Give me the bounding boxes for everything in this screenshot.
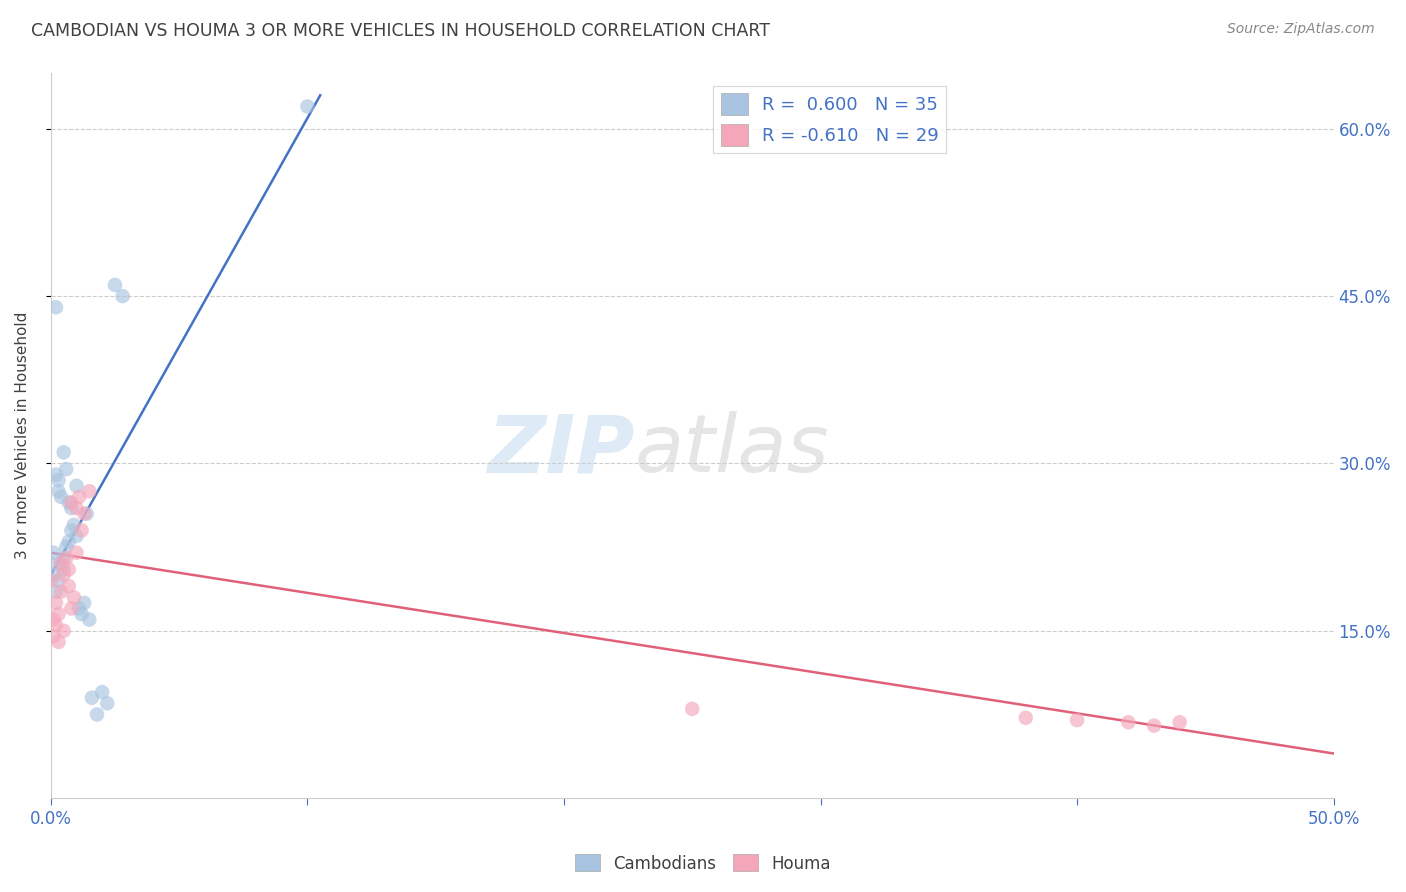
Point xyxy=(79,484,101,499)
Point xyxy=(52,568,75,582)
Point xyxy=(70,524,93,538)
Point xyxy=(1143,718,1166,732)
Point xyxy=(79,613,101,627)
Point xyxy=(1168,715,1191,730)
Point xyxy=(297,99,319,113)
Text: Source: ZipAtlas.com: Source: ZipAtlas.com xyxy=(1227,22,1375,37)
Point xyxy=(1066,713,1088,727)
Point xyxy=(65,529,87,543)
Point xyxy=(52,445,75,459)
Point xyxy=(49,557,72,571)
Point xyxy=(60,524,83,538)
Point xyxy=(67,490,90,504)
Point xyxy=(45,584,67,599)
Point xyxy=(96,696,118,710)
Point xyxy=(42,568,65,582)
Text: CAMBODIAN VS HOUMA 3 OR MORE VEHICLES IN HOUSEHOLD CORRELATION CHART: CAMBODIAN VS HOUMA 3 OR MORE VEHICLES IN… xyxy=(31,22,770,40)
Point xyxy=(39,557,62,571)
Point xyxy=(58,562,80,576)
Point xyxy=(65,546,87,560)
Point xyxy=(48,484,70,499)
Point xyxy=(45,467,67,482)
Point xyxy=(48,574,70,588)
Point xyxy=(48,473,70,487)
Point xyxy=(91,685,114,699)
Point xyxy=(45,618,67,632)
Legend: R =  0.600   N = 35, R = -0.610   N = 29: R = 0.600 N = 35, R = -0.610 N = 29 xyxy=(713,86,946,153)
Point xyxy=(49,584,72,599)
Point xyxy=(48,607,70,621)
Point xyxy=(73,507,96,521)
Point xyxy=(45,300,67,314)
Point xyxy=(681,702,703,716)
Point xyxy=(1118,715,1140,730)
Point xyxy=(52,562,75,576)
Point xyxy=(58,579,80,593)
Point xyxy=(49,557,72,571)
Point xyxy=(39,574,62,588)
Text: ZIP: ZIP xyxy=(486,411,634,489)
Point xyxy=(55,551,77,566)
Point xyxy=(1015,711,1038,725)
Point xyxy=(42,613,65,627)
Point xyxy=(104,277,127,292)
Point xyxy=(58,495,80,509)
Point xyxy=(76,507,98,521)
Y-axis label: 3 or more Vehicles in Household: 3 or more Vehicles in Household xyxy=(15,312,30,559)
Point xyxy=(45,596,67,610)
Point xyxy=(42,546,65,560)
Point xyxy=(60,501,83,516)
Point xyxy=(86,707,108,722)
Point xyxy=(63,591,86,605)
Text: atlas: atlas xyxy=(634,411,830,489)
Point xyxy=(49,490,72,504)
Point xyxy=(55,540,77,554)
Point xyxy=(111,289,134,303)
Point xyxy=(52,624,75,638)
Point xyxy=(65,479,87,493)
Point xyxy=(67,601,90,615)
Point xyxy=(73,596,96,610)
Point xyxy=(63,517,86,532)
Point xyxy=(60,495,83,509)
Point xyxy=(70,607,93,621)
Point xyxy=(60,601,83,615)
Point xyxy=(48,635,70,649)
Point xyxy=(58,534,80,549)
Legend: Cambodians, Houma: Cambodians, Houma xyxy=(568,847,838,880)
Point xyxy=(65,501,87,516)
Point xyxy=(55,462,77,476)
Point xyxy=(42,629,65,643)
Point xyxy=(52,551,75,566)
Point xyxy=(80,690,103,705)
